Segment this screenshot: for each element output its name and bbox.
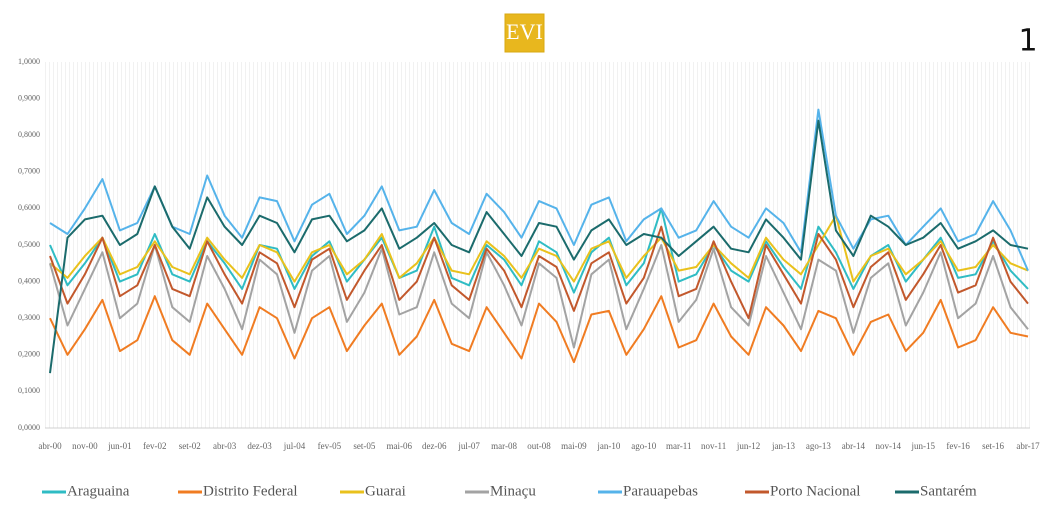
y-tick-label: 0,4000 — [18, 276, 40, 285]
y-tick-label: 0,2000 — [18, 350, 40, 359]
series-line — [49, 225, 1029, 320]
series-line — [49, 295, 1029, 364]
legend-label: Porto Nacional — [770, 483, 860, 499]
y-tick-label: 0,5000 — [18, 240, 40, 249]
x-tick-label: jan-10 — [596, 441, 620, 451]
x-tick-label: jul-04 — [283, 441, 306, 451]
x-tick-label: ago-10 — [631, 441, 656, 451]
x-tick-label: abr-03 — [213, 441, 237, 451]
x-tick-label: abr-14 — [842, 441, 866, 451]
x-tick-label: set-02 — [179, 441, 201, 451]
x-tick-label: abr-17 — [1016, 441, 1040, 451]
x-tick-label: jun-01 — [107, 441, 132, 451]
y-tick-label: 0,7000 — [18, 167, 40, 176]
x-tick-label: dez-03 — [247, 441, 272, 451]
y-tick-label: 0,9000 — [18, 93, 40, 102]
x-tick-label: jul-07 — [457, 441, 480, 451]
y-tick-label: 0,6000 — [18, 203, 40, 212]
x-tick-label: jun-12 — [736, 441, 761, 451]
series-line — [49, 214, 1029, 283]
x-tick-label: mai-09 — [561, 441, 587, 451]
x-tick-label: ago-13 — [806, 441, 831, 451]
y-tick-label: 1,0000 — [18, 57, 40, 66]
x-tick-label: mar-11 — [666, 441, 691, 451]
legend-label: Santarém — [920, 483, 977, 499]
x-tick-label: set-05 — [353, 441, 375, 451]
x-tick-label: set-16 — [982, 441, 1004, 451]
x-tick-label: jun-15 — [910, 441, 935, 451]
series-line — [49, 108, 1029, 271]
series-line — [49, 207, 1029, 294]
y-tick-label: 0,1000 — [18, 386, 40, 395]
x-tick-label: out-08 — [527, 441, 551, 451]
legend-label: Araguaina — [67, 483, 130, 499]
x-tick-label: fev-05 — [318, 441, 342, 451]
x-tick-label: nov-14 — [876, 441, 902, 451]
x-tick-label: nov-11 — [701, 441, 726, 451]
panel-label: 1 — [1018, 24, 1037, 59]
series-line — [49, 244, 1029, 349]
x-tick-label: fev-02 — [143, 441, 167, 451]
x-tick-label: abr-00 — [38, 441, 62, 451]
x-tick-label: fev-16 — [946, 441, 970, 451]
x-tick-label: jan-13 — [771, 441, 795, 451]
x-tick-label: dez-06 — [422, 441, 447, 451]
legend-label: Guarai — [365, 483, 406, 499]
x-tick-label: mar-08 — [491, 441, 517, 451]
y-tick-label: 0,3000 — [18, 313, 40, 322]
x-tick-label: mai-06 — [387, 441, 413, 451]
chart-title: EVI — [506, 19, 543, 44]
title-box — [504, 13, 545, 53]
series-line — [49, 119, 1029, 374]
y-tick-label: 0,0000 — [18, 423, 40, 432]
legend-label: Minaçu — [490, 483, 536, 499]
x-tick-label: nov-00 — [72, 441, 98, 451]
legend-label: Parauapebas — [623, 483, 698, 499]
y-tick-label: 0,8000 — [18, 130, 40, 139]
legend-label: Distrito Federal — [203, 483, 298, 499]
